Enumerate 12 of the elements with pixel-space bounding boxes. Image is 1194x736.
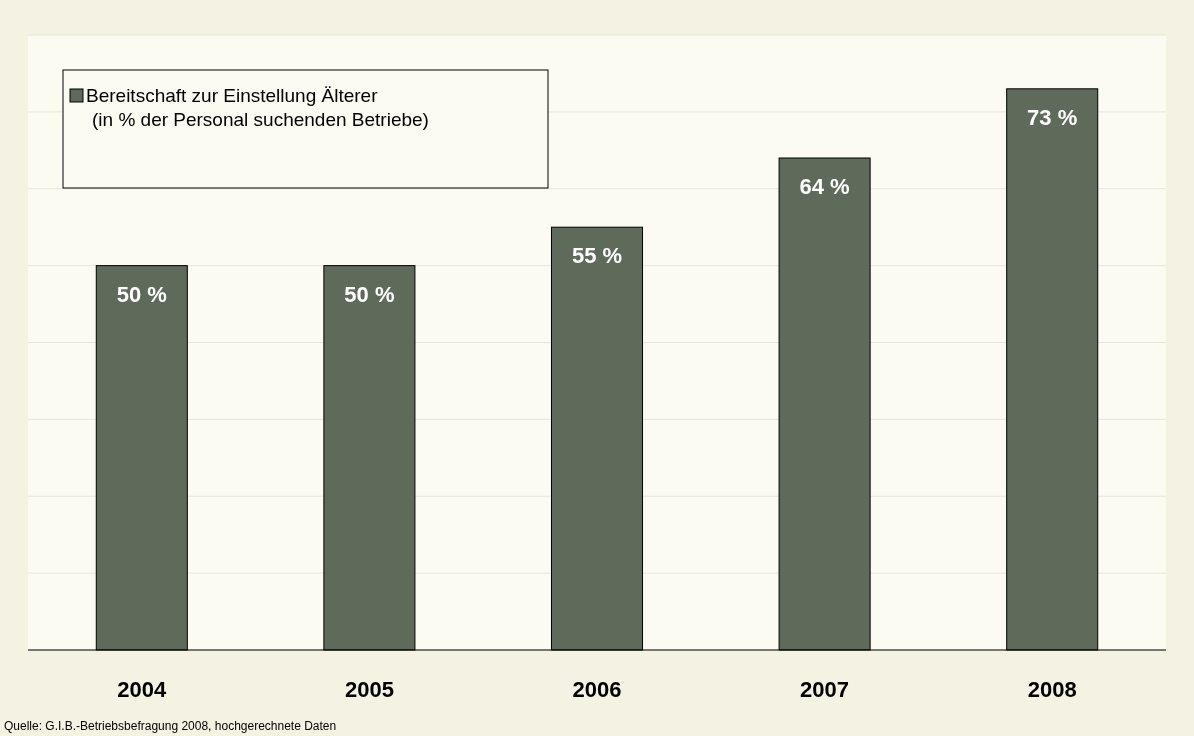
data-label: 64 % [799,174,850,199]
data-label: 50 % [344,281,395,307]
x-tick-label: 2006 [572,677,622,702]
x-tick-label: 2004 [117,677,168,702]
source-note: Quelle: G.I.B.-Betriebsbefragung 2008, hochgerechnete Daten [4,719,337,733]
data-label: 50 % [116,281,167,307]
data-label: 55 % [571,243,623,269]
x-tick-label: 2007 [800,677,850,702]
x-tick-label: 2005 [344,677,394,702]
legend-label: Bereitschaft zur Einstellung Älterer (in % der Personal suchenden Betriebe) [86,85,429,130]
x-tick-label: 2008 [1027,677,1077,702]
data-label: 73 % [1027,104,1078,130]
